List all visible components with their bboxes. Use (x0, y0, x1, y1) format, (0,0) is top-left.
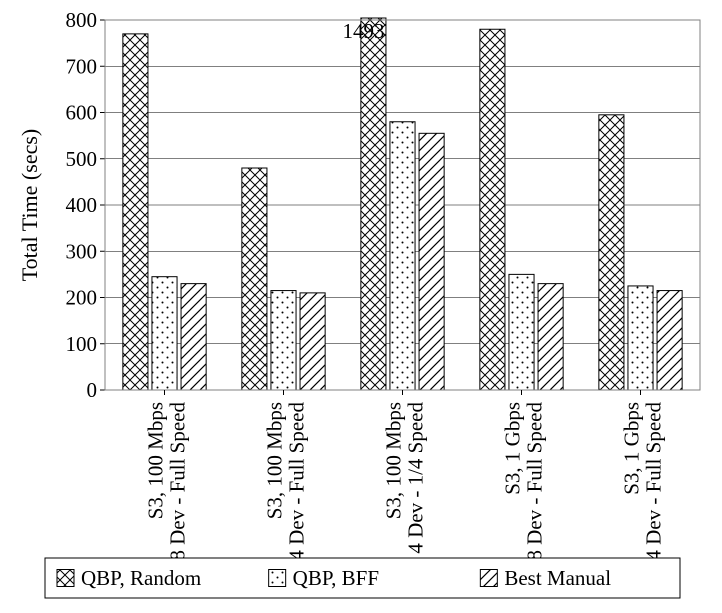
legend-label: QBP, Random (81, 566, 201, 590)
ytick-label: 500 (66, 147, 98, 171)
bar (657, 291, 682, 390)
bar (123, 34, 148, 390)
svg-text:4 Dev - 1/4 Speed: 4 Dev - 1/4 Speed (404, 402, 428, 554)
ytick-label: 800 (66, 10, 98, 32)
ytick-label: 100 (66, 332, 98, 356)
legend-swatch (269, 570, 286, 587)
bar (300, 293, 325, 390)
ytick-label: 400 (66, 193, 98, 217)
bar (599, 115, 624, 390)
bar (361, 20, 386, 390)
svg-text:4 Dev - Full Speed: 4 Dev - Full Speed (285, 402, 309, 561)
svg-text:8 Dev - Full Speed: 8 Dev - Full Speed (523, 402, 547, 561)
bar (509, 274, 534, 390)
category-label: S3, 1 Gbps8 Dev - Full Speed (501, 402, 547, 561)
bar (419, 133, 444, 390)
category-label: S3, 1 Gbps4 Dev - Full Speed (620, 402, 666, 561)
ytick-label: 600 (66, 101, 98, 125)
chart-svg: 0 100 200 300 400 500 600 700 800 1493 Total Time … (10, 10, 712, 603)
category-label: S3, 100 Mbps4 Dev - Full Speed (263, 402, 309, 561)
overflow-annotation: 1493 (343, 19, 385, 43)
bar (271, 291, 296, 390)
ytick-label: 0 (87, 378, 98, 402)
category-label: S3, 100 Mbps4 Dev - 1/4 Speed (382, 402, 428, 554)
bar (242, 168, 267, 390)
chart-container: 0 100 200 300 400 500 600 700 800 1493 Total Time … (10, 10, 712, 603)
bar (538, 284, 563, 390)
ytick-label: 700 (66, 54, 98, 78)
bar (181, 284, 206, 390)
svg-text:S3, 100 Mbps: S3, 100 Mbps (263, 402, 287, 519)
ytick-label: 200 (66, 286, 98, 310)
ytick-label: 300 (66, 239, 98, 263)
svg-text:S3, 1 Gbps: S3, 1 Gbps (501, 402, 525, 495)
legend-label: Best Manual (504, 566, 611, 590)
svg-text:8 Dev - Full Speed: 8 Dev - Full Speed (166, 402, 190, 561)
category-label: S3, 100 Mbps8 Dev - Full Speed (144, 402, 190, 561)
legend-swatch (57, 570, 74, 587)
svg-text:S3, 1 Gbps: S3, 1 Gbps (620, 402, 644, 495)
bar (480, 29, 505, 390)
y-axis-title: Total Time (secs) (17, 129, 42, 281)
svg-text:S3, 100 Mbps: S3, 100 Mbps (144, 402, 168, 519)
legend-label: QBP, BFF (293, 566, 379, 590)
bar (390, 122, 415, 390)
bar (152, 277, 177, 390)
svg-text:4 Dev - Full Speed: 4 Dev - Full Speed (642, 402, 666, 561)
svg-text:S3, 100 Mbps: S3, 100 Mbps (382, 402, 406, 519)
bar (628, 286, 653, 390)
legend-swatch (480, 570, 497, 587)
